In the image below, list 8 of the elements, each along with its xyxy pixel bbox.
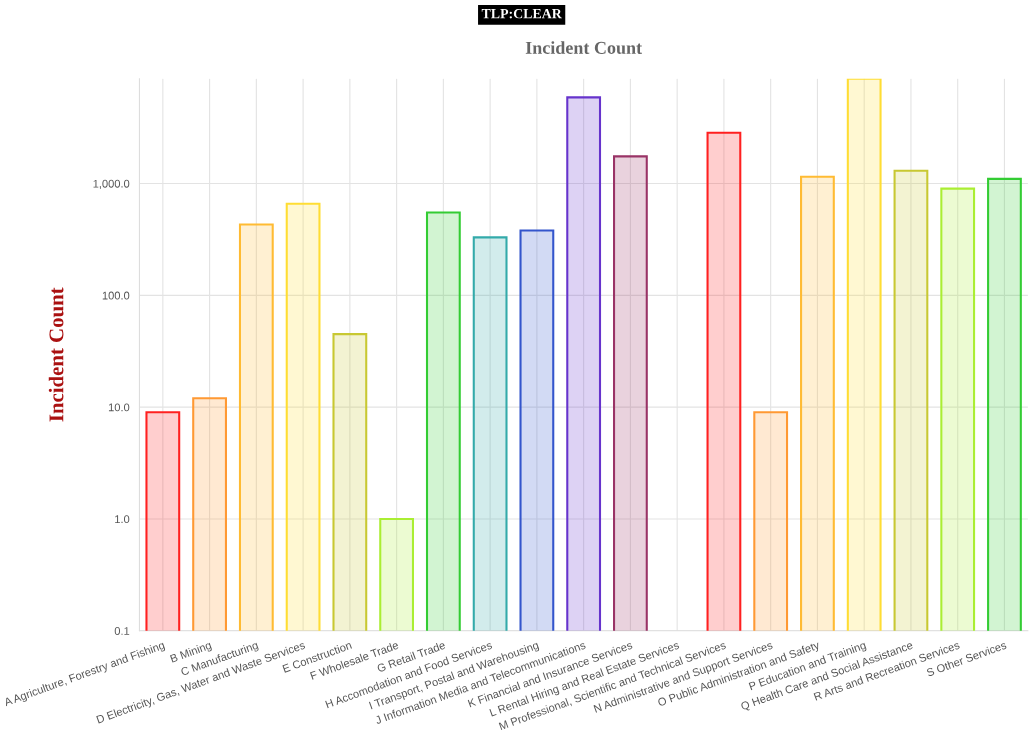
y-tick-label: 1.0 bbox=[115, 515, 130, 524]
chart-title: Incident Count bbox=[525, 41, 643, 54]
y-tick-label: 10.0 bbox=[108, 403, 130, 412]
y-tick-label: 100.0 bbox=[102, 291, 130, 300]
y-tick-label: 0.1 bbox=[114, 627, 130, 635]
y-tick-label: 1,000.0 bbox=[93, 179, 130, 189]
y-axis-title: Incident Count bbox=[48, 287, 64, 422]
text: TLP:CLEAR bbox=[481, 9, 562, 19]
